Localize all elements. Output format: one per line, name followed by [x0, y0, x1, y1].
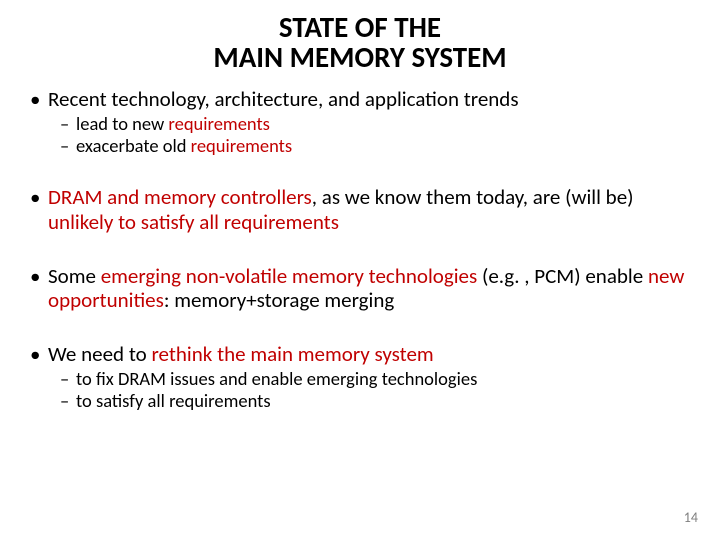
bullet-4-pre: We need to: [48, 341, 151, 367]
slide-title: STATE OF THE MAIN MEMORY SYSTEM: [30, 12, 690, 73]
bullet-item-2: DRAM and memory controllers, as we know …: [30, 185, 690, 233]
bullet-item-4: We need to rethink the main memory syste…: [30, 342, 690, 366]
sub-text-red: requirements: [191, 134, 292, 157]
slide-content: STATE OF THE MAIN MEMORY SYSTEM Recent t…: [0, 0, 720, 412]
title-line-2: MAIN MEMORY SYSTEM: [30, 42, 690, 72]
bullet-2-red-1: DRAM and memory controllers: [48, 184, 312, 210]
bullet-3-mid: (e.g. , PCM) enable: [477, 263, 648, 289]
bullet-item-1: Recent technology, architecture, and app…: [30, 87, 690, 111]
spacer: [30, 157, 690, 185]
bullet-item-1-sub-1: lead to new requirements: [30, 113, 690, 135]
bullet-3-post: : memory+storage merging: [164, 287, 394, 313]
bullet-item-1-sub-2: exacerbate old requirements: [30, 135, 690, 157]
spacer: [30, 236, 690, 264]
sub-text: exacerbate old: [76, 134, 191, 157]
sub-text: lead to new: [76, 112, 168, 135]
page-number: 14: [684, 509, 698, 526]
bullet-2-red-2: unlikely to satisfy all requirements: [48, 209, 339, 235]
bullet-item-4-sub-1: to fix DRAM issues and enable emerging t…: [30, 368, 690, 390]
bullet-item-3: Some emerging non-volatile memory techno…: [30, 264, 690, 312]
sub-text-red: requirements: [168, 112, 269, 135]
bullet-list: Recent technology, architecture, and app…: [30, 87, 690, 413]
sub-text: to satisfy all requirements: [76, 389, 271, 412]
bullet-3-red-1: emerging non-volatile memory technologie…: [101, 263, 478, 289]
bullet-3-pre: Some: [48, 263, 101, 289]
bullet-4-red: rethink the main memory system: [151, 341, 433, 367]
bullet-2-mid: , as we know them today, are (will be): [312, 184, 634, 210]
spacer: [30, 314, 690, 342]
sub-text: to fix DRAM issues and enable emerging t…: [76, 367, 477, 390]
bullet-item-4-sub-2: to satisfy all requirements: [30, 390, 690, 412]
bullet-1-text: Recent technology, architecture, and app…: [48, 86, 519, 112]
title-line-1: STATE OF THE: [30, 12, 690, 42]
